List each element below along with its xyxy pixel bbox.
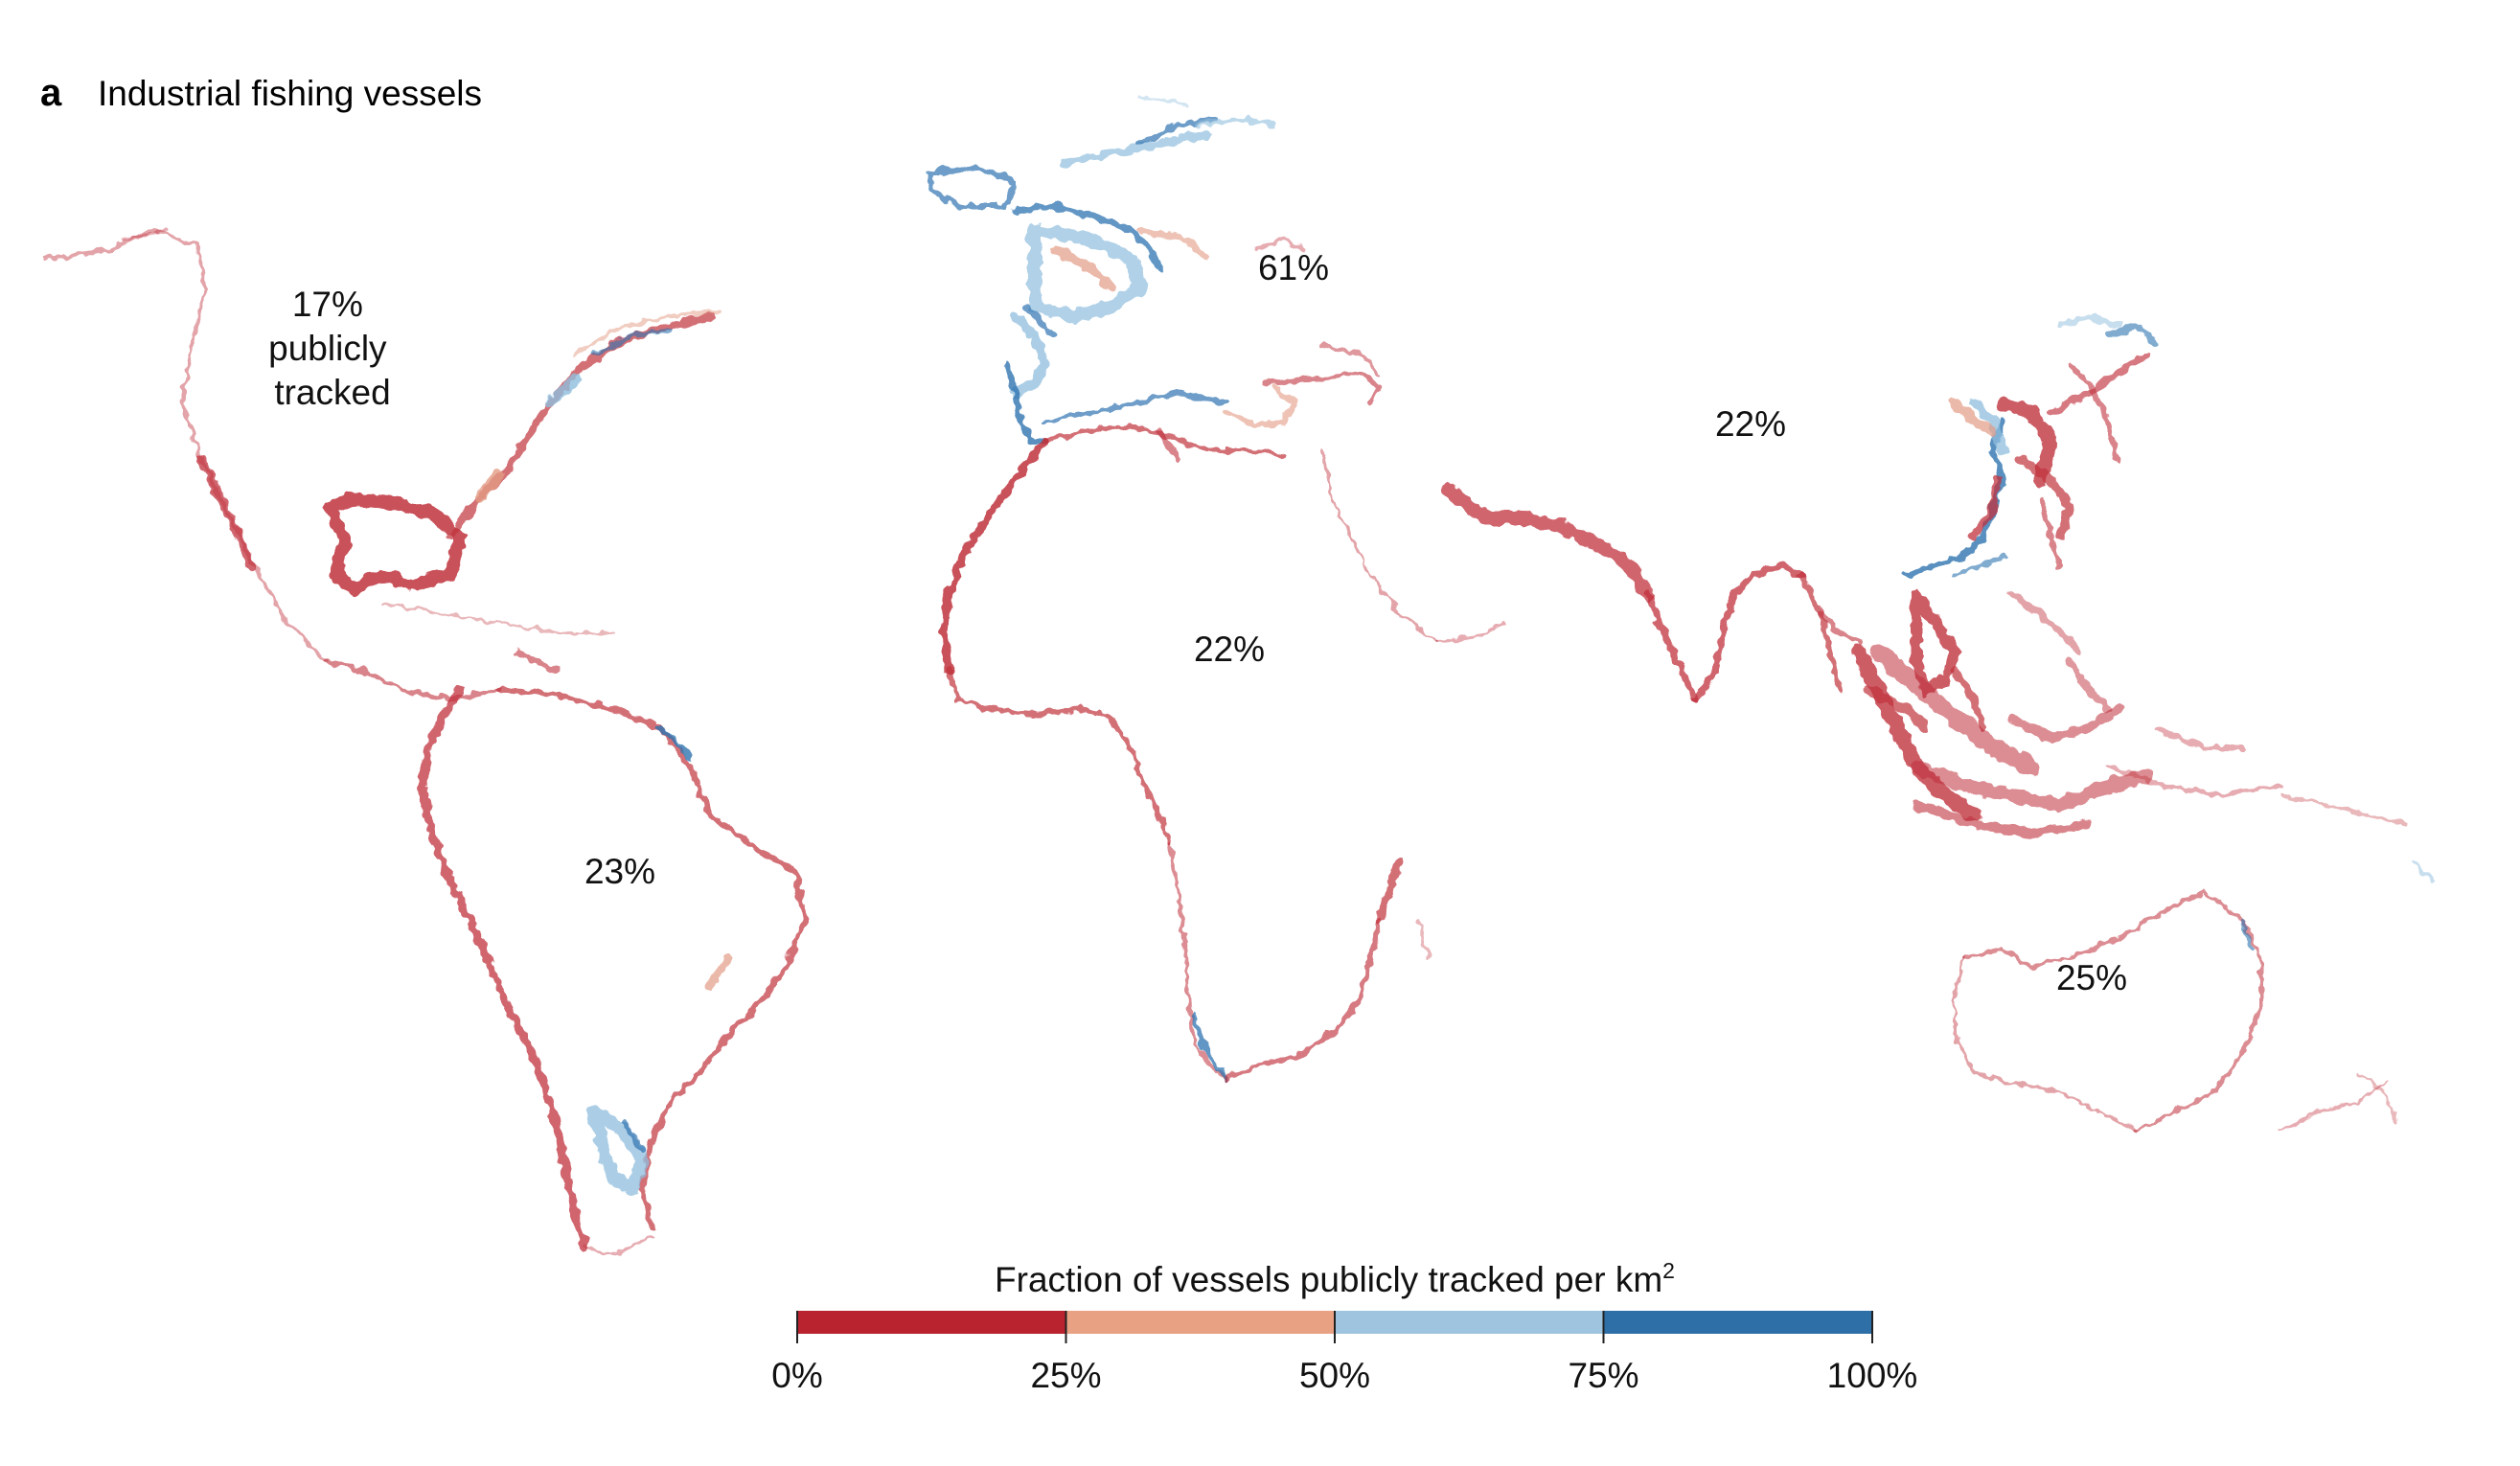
region-label-asia: 22%: [1715, 404, 1786, 444]
region-labels: 17% publicly tracked 61% 22% 22% 23% 25%: [268, 248, 2127, 997]
legend-bin-1: [797, 1311, 1066, 1334]
legend-ticks: 0% 25% 50% 75% 100%: [771, 1311, 1917, 1395]
coast-caribbean: [381, 602, 615, 674]
coast-north-america: [41, 228, 721, 702]
coast-africa: [940, 424, 1506, 1081]
legend-title-text: Fraction of vessels publicly tracked per…: [995, 1260, 1662, 1299]
coast-europe: [1003, 202, 1383, 444]
coast-south-america: [418, 686, 808, 1257]
legend-title-superscript: 2: [1662, 1258, 1675, 1283]
legend-tick-label: 0%: [771, 1356, 822, 1395]
region-label-north-america: 17% publicly tracked: [268, 285, 397, 412]
coast-southeast-asia: [1851, 588, 2436, 883]
legend-title: Fraction of vessels publicly tracked per…: [995, 1258, 1675, 1299]
legend-bin-2: [1065, 1311, 1336, 1334]
region-label-africa: 22%: [1194, 630, 1265, 669]
legend-colorbar: [797, 1311, 1873, 1334]
panel-letter: a: [40, 72, 62, 114]
legend-tick-label: 50%: [1299, 1356, 1370, 1395]
region-label-south-america: 23%: [584, 852, 655, 891]
coast-australia: [1953, 889, 2397, 1133]
region-label-europe: 61%: [1258, 248, 1329, 287]
legend-tick-label: 75%: [1568, 1356, 1638, 1395]
coast-south-asia: [1440, 482, 1862, 703]
legend-tick-label: 25%: [1030, 1356, 1101, 1395]
coast-east-asia: [1903, 313, 2159, 579]
world-map: [41, 94, 2436, 1257]
coast-north-atlantic: [927, 94, 1277, 209]
panel-title: Industrial fishing vessels: [98, 74, 482, 113]
region-label-oceania: 25%: [2056, 958, 2127, 997]
legend-tick-label: 100%: [1827, 1356, 1918, 1395]
legend-bin-4: [1603, 1311, 1873, 1334]
legend: Fraction of vessels publicly tracked per…: [771, 1258, 1917, 1395]
legend-bin-3: [1335, 1311, 1604, 1334]
